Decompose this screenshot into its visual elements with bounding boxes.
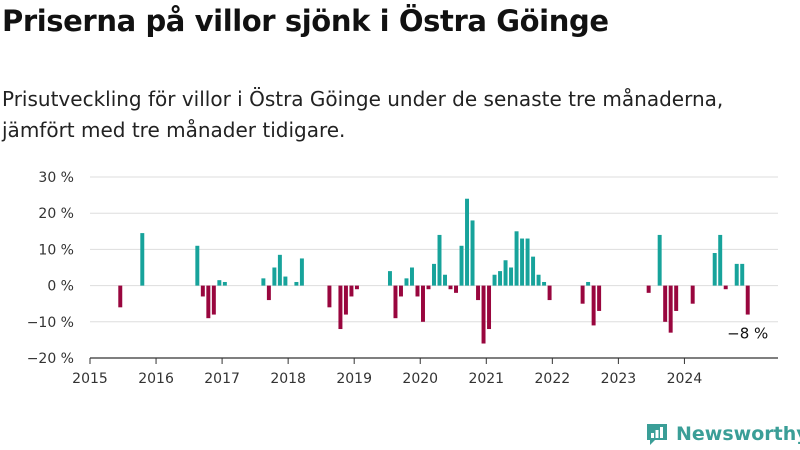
bar-2018-02: [294, 281, 299, 286]
brand-name: Newsworthy: [676, 423, 800, 445]
bar-2021-01: [487, 285, 492, 330]
y-tick-label: 10 %: [38, 242, 74, 258]
x-tick-label: 2017: [204, 371, 240, 387]
y-tick-label: −20 %: [27, 351, 74, 367]
bar-2016-08: [195, 245, 200, 286]
x-tick-label: 2016: [138, 371, 174, 387]
x-tick-label: 2022: [535, 371, 571, 387]
bar-2017-01: [222, 281, 227, 286]
bar-2020-10: [470, 220, 475, 286]
bar-2017-08: [261, 278, 266, 286]
bar-2022-07: [586, 281, 591, 286]
bar-2019-07: [387, 271, 392, 286]
bar-2015-06: [118, 285, 123, 308]
bar-2024-07: [718, 234, 723, 286]
bar-2020-09: [465, 198, 470, 286]
newsworthy-logo-icon: [647, 424, 667, 445]
x-tick-label: 2021: [468, 371, 504, 387]
bar-2024-10: [734, 263, 739, 286]
bar-2021-11: [542, 281, 547, 286]
bar-2022-09: [597, 285, 602, 311]
bar-2023-08: [657, 234, 662, 286]
x-tick-label: 2015: [72, 371, 108, 387]
bar-2020-02: [426, 285, 431, 290]
bar-2015-10: [140, 233, 145, 286]
bar-2021-08: [525, 238, 530, 286]
bar-2018-12: [349, 285, 354, 297]
bar-2023-09: [663, 285, 668, 322]
bar-2024-06: [712, 253, 717, 286]
bar-2019-08: [393, 285, 398, 319]
bar-2024-08: [723, 285, 728, 290]
bar-2021-12: [547, 285, 552, 301]
bar-2021-03: [498, 271, 503, 286]
x-axis-ticks: 2015 2016 2017 2018 2019 2020 2021 2022 2023 2024: [72, 358, 702, 387]
bars: [118, 198, 750, 344]
bar-2022-06: [580, 285, 585, 304]
page-title: Priserna på villor sjönk i Östra Göinge: [2, 4, 609, 38]
bar-2024-11: [740, 263, 745, 286]
last-value-annotation: −8 %: [727, 325, 768, 343]
y-tick-label: 0 %: [47, 279, 74, 295]
x-tick-label: 2020: [402, 371, 438, 387]
bar-2021-04: [503, 260, 508, 286]
bar-2018-11: [343, 285, 348, 315]
bar-2020-05: [443, 274, 447, 286]
bar-2021-07: [520, 238, 525, 286]
bar-2016-09: [200, 285, 205, 297]
brand-logo: Newsworthy: [644, 420, 800, 448]
bar-2017-12: [283, 276, 288, 286]
bar-2018-10: [338, 285, 343, 330]
y-tick-label: −10 %: [27, 315, 74, 331]
bar-2023-11: [674, 285, 679, 311]
x-tick-label: 2024: [667, 371, 703, 387]
y-tick-label: 30 %: [38, 170, 74, 186]
bar-2020-07: [454, 285, 458, 293]
bar-2017-09: [266, 285, 271, 301]
bar-2019-12: [415, 285, 420, 297]
bar-2016-11: [211, 285, 216, 315]
bar-2017-11: [277, 254, 282, 286]
bar-2022-08: [591, 285, 596, 326]
bar-2024-02: [690, 285, 695, 304]
bar-2016-10: [206, 285, 211, 319]
bar-2020-06: [448, 285, 453, 290]
y-axis-labels: 30 % 20 % 10 % 0 % −10 % −20 %: [27, 170, 74, 367]
x-tick-label: 2018: [270, 371, 306, 387]
bar-2021-09: [531, 256, 536, 286]
bar-2017-10: [272, 267, 277, 286]
bar-2024-12: [745, 285, 750, 315]
bar-2016-12: [217, 280, 222, 286]
bar-2019-09: [398, 285, 403, 297]
y-tick-label: 20 %: [38, 206, 74, 222]
bar-2020-12: [481, 285, 486, 344]
bar-2019-01: [354, 285, 359, 290]
bar-2019-10: [404, 278, 409, 286]
bar-2021-02: [492, 274, 497, 286]
bar-2021-05: [509, 267, 514, 286]
bar-2023-10: [668, 285, 673, 333]
bar-2021-06: [514, 231, 519, 286]
bar-2020-08: [459, 245, 464, 286]
bar-2020-01: [421, 285, 425, 322]
bar-2018-03: [299, 258, 304, 286]
bar-2021-10: [536, 274, 541, 286]
bar-2020-11: [476, 285, 481, 301]
chart-subtitle: Prisutveckling för villor i Östra Göinge…: [2, 87, 724, 142]
x-tick-label: 2023: [601, 371, 637, 387]
bar-2019-11: [410, 267, 414, 286]
bar-2018-08: [327, 285, 332, 308]
bar-2020-04: [437, 234, 442, 286]
bar-2023-06: [646, 285, 651, 293]
x-tick-label: 2019: [336, 371, 372, 387]
bar-2020-03: [432, 263, 436, 286]
